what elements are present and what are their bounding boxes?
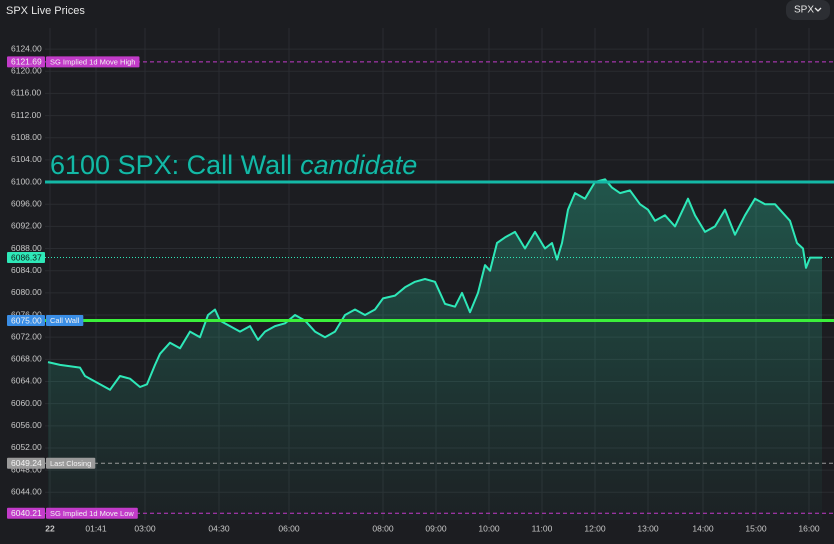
level-value-label: 6086.37 [11, 252, 42, 262]
annotation-text: 6100 SPX: Call Wall [50, 150, 292, 180]
chart-title: SPX Live Prices [6, 5, 85, 17]
level-name: SG Implied 1d Move High [50, 57, 135, 66]
y-tick-label: 6056.00 [11, 420, 42, 430]
selector-box[interactable] [786, 0, 830, 20]
y-tick-label: 6124.00 [11, 43, 42, 53]
level-name: Call Wall [50, 316, 80, 325]
x-tick-label: 04:30 [208, 523, 230, 533]
y-tick-label: 6068.00 [11, 354, 42, 364]
x-tick-label: 11:00 [532, 523, 553, 533]
x-tick-label: 14:00 [692, 523, 714, 533]
level-value-label: 6075.00 [11, 315, 42, 325]
x-tick-label: 10:00 [478, 523, 500, 533]
annotation-emphasis: candidate [300, 150, 417, 180]
level-value-box [7, 315, 45, 327]
y-tick-label: 6048.00 [11, 464, 42, 474]
annotation: 6100 SPX: Call Wall candidate [50, 150, 417, 180]
y-tick-label: 6112.00 [11, 110, 41, 120]
x-tick-label: 09:00 [425, 523, 447, 533]
x-tick-label: 13:00 [637, 523, 659, 533]
y-tick-label: 6088.00 [11, 243, 42, 253]
level-value-box [7, 252, 45, 264]
y-tick-label: 6092.00 [11, 221, 42, 231]
x-tick-label: 22 [45, 523, 55, 533]
y-tick-label: 6096.00 [11, 198, 42, 208]
y-tick-label: 6108.00 [11, 132, 42, 142]
level-value-label: 6121.69 [11, 57, 42, 67]
y-tick-label: 6084.00 [11, 265, 42, 275]
x-tick-label: 08:00 [372, 523, 394, 533]
y-tick-label: 6044.00 [11, 487, 42, 497]
y-tick-label: 6116.00 [11, 88, 41, 98]
y-tick-label: 6100.00 [11, 176, 42, 186]
level-value-box [7, 507, 45, 519]
y-tick-label: 6052.00 [11, 442, 42, 452]
level-name-box [46, 507, 138, 519]
selector[interactable]: SPX [786, 0, 830, 20]
selector-chevron[interactable] [814, 7, 822, 12]
y-tick-label: 6080.00 [11, 287, 42, 297]
x-tick-label: 12:00 [584, 523, 606, 533]
level-name-box [46, 56, 140, 68]
y-tick-label: 6120.00 [11, 65, 42, 75]
x-tick-label: 01:41 [85, 523, 107, 533]
price-line [47, 178, 822, 391]
x-tick-label: 06:00 [278, 523, 300, 533]
level-name-box [46, 315, 84, 327]
area [48, 179, 822, 521]
level-value-label: 6049.24 [11, 458, 42, 468]
y-tick-label: 6076.00 [11, 309, 42, 319]
x-tick-label: 16:00 [798, 523, 820, 533]
level-value-label: 6040.21 [11, 508, 42, 518]
y-tick-label: 6072.00 [11, 331, 42, 341]
selector-label[interactable]: SPX [794, 5, 814, 16]
level-name: Last Closing [50, 459, 91, 468]
level-value-box [7, 56, 45, 68]
level-name: SG Implied 1d Move Low [50, 509, 134, 518]
y-tick-label: 6064.00 [11, 376, 42, 386]
x-tick-label: 03:00 [134, 523, 156, 533]
level-name-box [46, 457, 96, 469]
level-value-box [7, 457, 45, 469]
x-tick-label: 15:00 [745, 523, 767, 533]
y-tick-label: 6060.00 [11, 398, 42, 408]
y-tick-label: 6104.00 [11, 154, 42, 164]
